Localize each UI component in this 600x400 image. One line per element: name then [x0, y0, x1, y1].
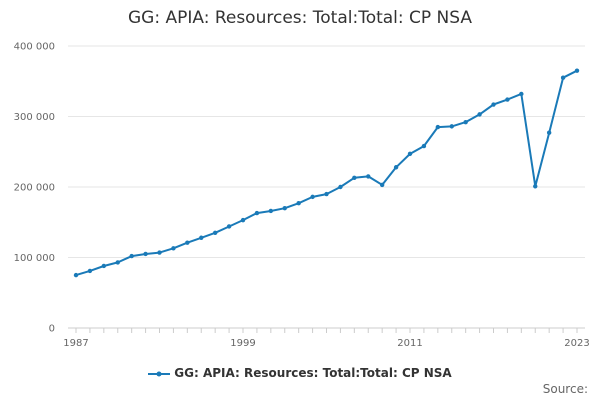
- data-point[interactable]: [505, 97, 510, 102]
- y-tick-label: 0: [49, 324, 55, 335]
- data-point[interactable]: [240, 217, 246, 223]
- data-point[interactable]: [157, 250, 162, 255]
- data-point[interactable]: [477, 112, 482, 117]
- data-point[interactable]: [366, 174, 371, 179]
- series-line: [75, 69, 578, 277]
- data-point[interactable]: [185, 240, 190, 245]
- data-point[interactable]: [463, 119, 468, 125]
- data-point[interactable]: [129, 253, 134, 259]
- source-label: Source:: [542, 382, 588, 396]
- axes: 0 100 000 200 000 300 000 400 000 1987 1999 201…: [14, 42, 590, 350]
- y-tick-label: 200 000: [14, 183, 55, 194]
- data-point[interactable]: [338, 184, 343, 190]
- data-point[interactable]: [212, 230, 218, 236]
- legend[interactable]: GG: APIA: Resources: Total:Total: CP NSA: [0, 366, 600, 380]
- x-tick-label: 2011: [397, 338, 422, 349]
- data-point[interactable]: [87, 268, 93, 274]
- data-point[interactable]: [296, 201, 301, 206]
- legend-label: GG: APIA: Resources: Total:Total: CP NSA: [174, 366, 452, 380]
- data-point[interactable]: [143, 251, 148, 257]
- series-layer: [73, 68, 580, 278]
- data-point[interactable]: [519, 91, 524, 97]
- data-point[interactable]: [268, 208, 274, 214]
- data-point[interactable]: [574, 68, 580, 73]
- x-tick-label: 1999: [230, 338, 255, 349]
- data-point[interactable]: [254, 210, 260, 216]
- data-point[interactable]: [282, 205, 287, 211]
- data-point[interactable]: [379, 182, 385, 188]
- data-point[interactable]: [533, 184, 538, 189]
- data-point[interactable]: [324, 191, 329, 197]
- data-point[interactable]: [199, 235, 204, 240]
- data-point[interactable]: [115, 260, 120, 265]
- data-point[interactable]: [435, 124, 441, 130]
- x-tick-label: 2023: [564, 338, 589, 349]
- data-point[interactable]: [101, 263, 107, 269]
- data-point[interactable]: [449, 124, 454, 129]
- data-point[interactable]: [560, 75, 566, 80]
- legend-swatch-icon: [148, 371, 171, 376]
- data-point[interactable]: [171, 246, 176, 251]
- data-point[interactable]: [393, 165, 399, 170]
- data-point[interactable]: [546, 130, 552, 135]
- chart-title: GG: APIA: Resources: Total:Total: CP NSA: [127, 8, 473, 28]
- y-tick-label: 300 000: [14, 112, 55, 123]
- data-point[interactable]: [491, 102, 496, 107]
- data-point[interactable]: [407, 151, 413, 157]
- data-point[interactable]: [421, 143, 427, 149]
- y-tick-label: 100 000: [14, 253, 55, 264]
- data-point[interactable]: [310, 194, 315, 200]
- data-point[interactable]: [73, 272, 79, 278]
- data-point[interactable]: [352, 175, 357, 181]
- y-tick-label: 400 000: [14, 42, 55, 53]
- x-tick-label: 1987: [63, 338, 88, 349]
- gridlines: [68, 45, 585, 258]
- data-point[interactable]: [226, 224, 232, 229]
